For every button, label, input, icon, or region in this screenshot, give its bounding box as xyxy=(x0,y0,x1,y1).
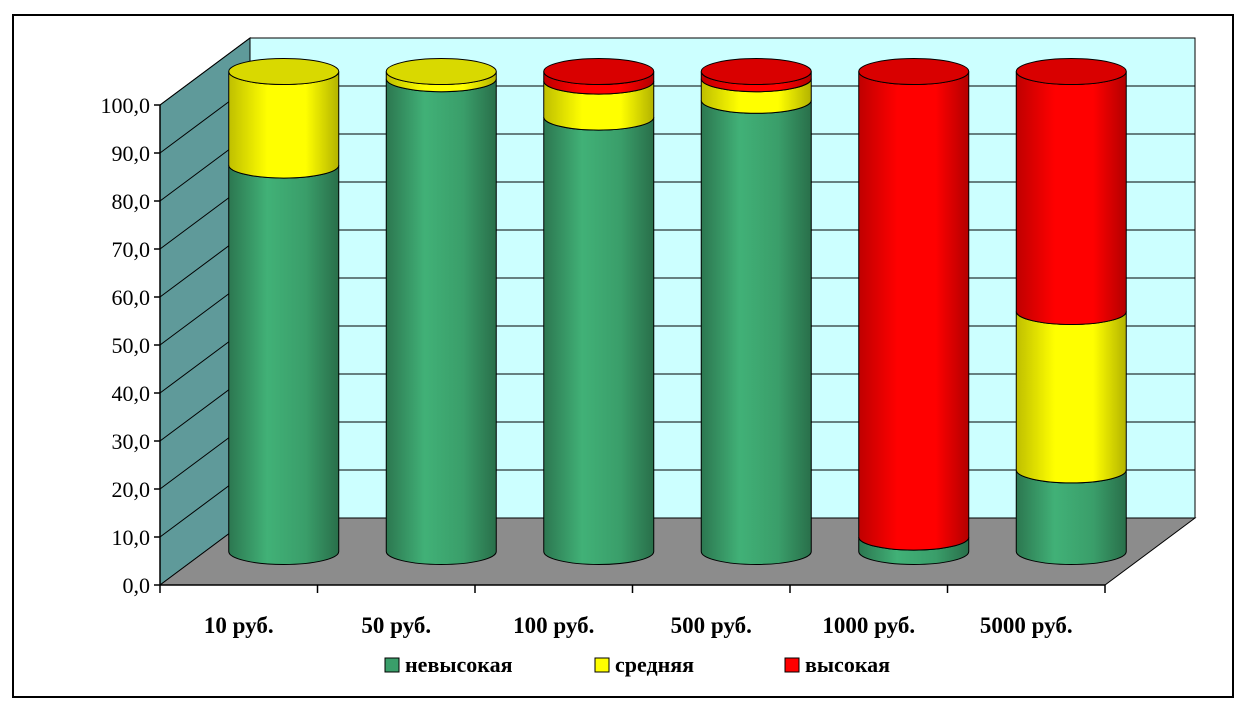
bar-cap xyxy=(543,58,655,85)
legend-swatch xyxy=(384,657,400,673)
y-tick-label: 80,0 xyxy=(112,189,151,214)
bar-segment-невысокая xyxy=(1015,469,1127,565)
y-tick-label: 100,0 xyxy=(101,93,151,118)
x-category-label: 10 руб. xyxy=(204,613,274,638)
legend-swatch xyxy=(594,657,610,673)
y-tick-label: 0,0 xyxy=(123,573,151,598)
x-category-label: 50 руб. xyxy=(361,613,431,638)
y-tick-label: 10,0 xyxy=(112,525,151,550)
y-tick-label: 60,0 xyxy=(112,285,151,310)
y-tick-label: 30,0 xyxy=(112,429,151,454)
legend-label: невысокая xyxy=(405,652,513,677)
bar-cap xyxy=(700,58,812,85)
gridline-side xyxy=(159,37,251,106)
x-category-label: 500 руб. xyxy=(671,613,752,638)
bar-cap xyxy=(858,58,970,85)
legend-label: средняя xyxy=(615,652,694,677)
bar-segment-высокая xyxy=(858,71,970,551)
y-tick-label: 90,0 xyxy=(112,141,151,166)
bar-segment-невысокая xyxy=(228,165,340,565)
x-category-label: 5000 руб. xyxy=(980,613,1073,638)
y-tick-label: 40,0 xyxy=(112,381,151,406)
bar-segment-невысокая xyxy=(700,100,812,565)
y-tick-label: 70,0 xyxy=(112,237,151,262)
x-category-label: 1000 руб. xyxy=(822,613,915,638)
bar-cap xyxy=(1015,58,1127,85)
bar-segment-средняя xyxy=(228,71,340,179)
y-tick-label: 20,0 xyxy=(112,477,151,502)
bar-segment-высокая xyxy=(1015,71,1127,325)
bar-segment-средняя xyxy=(1015,311,1127,484)
x-category-label: 100 руб. xyxy=(513,613,594,638)
bar-segment-невысокая xyxy=(543,117,655,565)
y-tick-label: 50,0 xyxy=(112,333,151,358)
legend-label: высокая xyxy=(805,652,890,677)
bar-cap xyxy=(385,58,497,85)
legend-swatch xyxy=(784,657,800,673)
bar-segment-невысокая xyxy=(385,78,497,565)
bar-cap xyxy=(228,58,340,85)
